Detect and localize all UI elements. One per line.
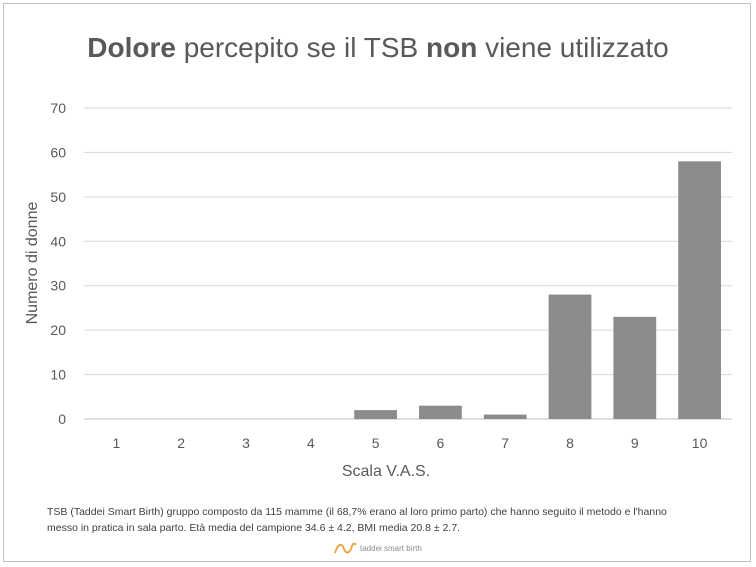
title-bold-2: non (425, 32, 478, 63)
y-tick-label: 50 (50, 189, 66, 205)
bar-chart: 0 10 20 30 40 50 60 70 1 2 3 4 5 6 7 8 9 10 Scala V.A.S.… (24, 100, 732, 480)
x-tick-label: 7 (501, 435, 509, 451)
x-tick-label: 8 (566, 435, 574, 451)
title-normal-2: viene utilizzato (477, 32, 669, 63)
y-tick-label: 10 (50, 367, 66, 383)
bar-5 (354, 410, 397, 419)
x-tick-labels: 1 2 3 4 5 6 7 8 9 10 (113, 435, 708, 451)
x-tick-label: 10 (692, 435, 708, 451)
chart-title: Dolore percepito se il TSB non viene uti… (0, 32, 756, 64)
bar-8 (548, 294, 592, 419)
y-tick-labels: 0 10 20 30 40 50 60 70 (50, 100, 66, 427)
y-tick-label: 0 (58, 411, 66, 427)
bar-6 (419, 405, 462, 419)
footnote-line-1: TSB (Taddei Smart Birth) gruppo composto… (47, 506, 667, 518)
footnote: TSB (Taddei Smart Birth) gruppo composto… (47, 504, 727, 536)
title-normal-1: percepito se il TSB (175, 32, 426, 63)
logo-text: taddei smart birth (360, 543, 422, 553)
x-tick-label: 2 (177, 435, 185, 451)
x-tick-label: 1 (113, 435, 121, 451)
bar-7 (483, 414, 527, 419)
brand-logo: taddei smart birth (333, 538, 422, 558)
bar-9 (613, 316, 657, 419)
y-axis-label: Numero di donne (24, 202, 41, 325)
y-tick-label: 30 (50, 278, 66, 294)
y-tick-label: 70 (50, 100, 66, 116)
x-tick-label: 9 (631, 435, 639, 451)
bars (354, 161, 721, 420)
y-tick-label: 40 (50, 233, 66, 249)
bar-10 (678, 161, 721, 420)
slide-frame (3, 3, 751, 562)
x-tick-label: 4 (307, 435, 315, 451)
x-tick-label: 6 (437, 435, 445, 451)
x-tick-label: 5 (372, 435, 380, 451)
y-tick-label: 20 (50, 322, 66, 338)
x-axis-label: Scala V.A.S. (342, 463, 430, 480)
x-tick-label: 3 (242, 435, 250, 451)
logo-wave-icon (334, 542, 357, 554)
title-bold-1: Dolore (87, 32, 176, 63)
y-tick-label: 60 (50, 144, 66, 160)
footnote-line-2: messo in pratica in sala parto. Età medi… (47, 522, 461, 534)
